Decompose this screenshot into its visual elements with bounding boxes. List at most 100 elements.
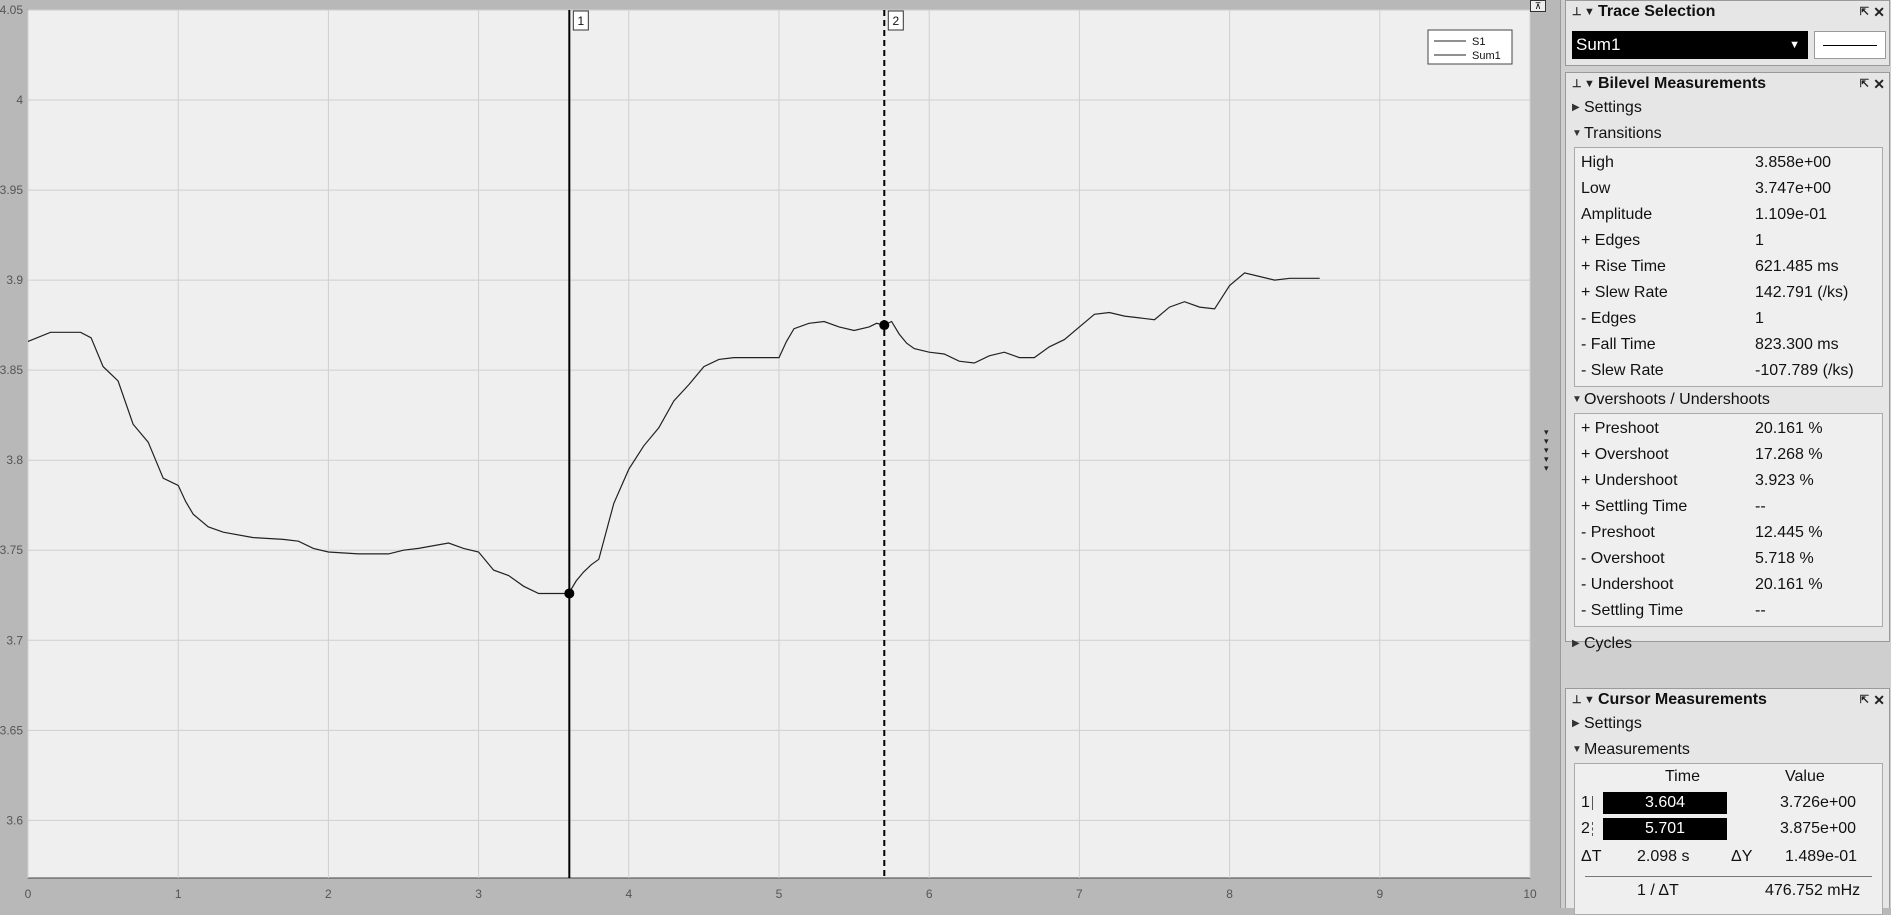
measurement-label: + Rise Time [1581,258,1666,275]
overshoot-row: - Preshoot 12.445 % [1575,520,1882,546]
cursor-1-value: 3.726e+00 [1780,794,1857,811]
overshoot-row: - Settling Time -- [1575,598,1882,624]
pin-icon[interactable]: ⊥ [1572,6,1582,18]
y-tick-label: 3.85 [0,363,23,377]
y-tick-label: 3.95 [0,183,23,197]
collapse-icon: ▼ [1572,394,1582,405]
legend-box[interactable] [1427,29,1513,65]
pin-icon[interactable]: ⊥ [1572,694,1582,706]
measurement-value: 3.923 % [1755,472,1814,489]
section-label: Measurements [1584,741,1690,758]
undock-icon[interactable]: ⇱ [1859,78,1869,90]
line-style-button[interactable] [1814,31,1886,59]
section-settings[interactable]: ▶ Settings [1566,95,1889,121]
cursor-1-id: 1 [1581,794,1590,811]
series-line-sum1 [27,272,1320,595]
y-tick-label: 4.05 [0,3,23,17]
section-label: Transitions [1584,125,1662,142]
trace-select-value: Sum1 [1576,35,1621,54]
measurement-value: 3.747e+00 [1755,180,1832,197]
cursor-measurements-table: Time Value 1 3.604 3.726e+00 2 5.701 3.8… [1574,763,1883,915]
transition-row: - Fall Time 823.300 ms [1575,332,1882,358]
close-icon[interactable]: ✕ [1873,76,1885,92]
x-tick-label: 4 [625,887,632,901]
measurement-label: - Fall Time [1581,336,1656,353]
y-tick-label: 3.65 [0,723,23,737]
measurement-label: + Slew Rate [1581,284,1668,301]
measurement-value: 3.858e+00 [1755,154,1832,171]
x-tick-label: 10 [1523,887,1537,901]
y-tick-label: 3.75 [0,543,23,557]
maximize-icon[interactable]: ⊼ [1530,0,1546,12]
section-label: Settings [1584,99,1642,116]
close-icon[interactable]: ✕ [1873,4,1885,20]
section-label: Settings [1584,715,1642,732]
transitions-table: High 3.858e+00 Low 3.747e+00 Amplitude 1.109e… [1574,147,1883,387]
transition-row: - Edges 1 [1575,306,1882,332]
trace-select-dropdown[interactable]: Sum1 ▼ [1572,31,1808,59]
panel-header: ⊥ ▼ Trace Selection ⇱ ✕ [1566,1,1889,23]
transition-row: Low 3.747e+00 [1575,176,1882,202]
section-cycles[interactable]: ▶ Cycles [1566,631,1889,657]
section-transitions[interactable]: ▼ Transitions [1566,121,1889,147]
pin-icon[interactable]: ⊥ [1572,78,1582,90]
expand-icon: ▶ [1572,638,1580,649]
measurement-label: - Undershoot [1581,576,1674,593]
cursor-2-tag[interactable] [887,10,904,31]
cursor-arrows-icon[interactable]: ▾ ▾ ▾ ▾ ▾ [1544,427,1549,473]
transition-row: Amplitude 1.109e-01 [1575,202,1882,228]
cursor-1-time-input[interactable]: 3.604 [1603,792,1727,814]
collapse-icon: ▼ [1572,128,1582,139]
measurement-label: - Edges [1581,310,1637,327]
panel-header: ⊥ ▼ Cursor Measurements ⇱ ✕ [1566,689,1889,711]
time-scope-plot[interactable]: 0 1 2 3 4 5 6 7 8 9 10 3.6 3.65 3.7 3.75 3.8 3.85 3.9 3.95… [0,0,1560,908]
overshoots-table: + Preshoot 20.161 % + Overshoot 17.268 % + U… [1574,413,1883,627]
collapse-icon[interactable]: ▼ [1584,6,1595,18]
cursor-2-marker[interactable] [879,320,890,331]
delta-y-label: ΔY [1731,848,1753,865]
measurement-label: - Slew Rate [1581,362,1664,379]
x-tick-label: 9 [1376,887,1383,901]
measurement-value: 1 [1755,232,1764,249]
overshoot-row: - Undershoot 20.161 % [1575,572,1882,598]
measurement-value: -- [1755,602,1766,619]
measurements-sidebar: ⊥ ▼ Trace Selection ⇱ ✕ Sum1 ▼ ⊥ ▼ Bilev… [1560,0,1891,915]
x-tick-label: 6 [926,887,933,901]
transition-row: + Edges 1 [1575,228,1882,254]
measurement-value: 823.300 ms [1755,336,1839,353]
delta-t-label: ΔT [1581,848,1602,865]
collapse-icon[interactable]: ▼ [1584,78,1595,90]
cursor-2-id: 2 [1581,820,1590,837]
cursor-1-tag[interactable] [572,10,589,31]
transition-row: - Slew Rate -107.789 (/ks) [1575,358,1882,384]
section-measurements[interactable]: ▼ Measurements [1566,737,1889,763]
undock-icon[interactable]: ⇱ [1859,694,1869,706]
value-header: Value [1785,768,1825,785]
measurement-label: Amplitude [1581,206,1653,223]
bilevel-measurements-panel: ⊥ ▼ Bilevel Measurements ⇱ ✕ ▶ Settings … [1565,72,1890,652]
undock-icon[interactable]: ⇱ [1859,6,1869,18]
delta-t-value: 2.098 s [1637,848,1690,865]
panel-header: ⊥ ▼ Bilevel Measurements ⇱ ✕ [1566,73,1889,95]
panel-title: Cursor Measurements [1598,691,1767,708]
cursor-1-marker[interactable] [564,588,575,599]
measurement-value: 1.109e-01 [1755,206,1828,223]
collapse-icon[interactable]: ▼ [1584,694,1595,706]
plot-area[interactable]: 0 1 2 3 4 5 6 7 8 9 10 3.6 3.65 3.7 3.75 3.8 3.85 3.9 3.95… [0,0,1560,908]
measurement-label: + Edges [1581,232,1641,249]
close-icon[interactable]: ✕ [1873,692,1885,708]
section-overshoots[interactable]: ▼ Overshoots / Undershoots [1566,387,1889,413]
cursor-1-tag-label: 1 [577,14,584,28]
y-tick-label: 3.7 [6,633,23,647]
section-settings[interactable]: ▶ Settings [1566,711,1889,737]
panel-title: Bilevel Measurements [1598,75,1767,92]
cursor-2-tag-label: 2 [892,14,899,28]
divider [1585,876,1872,877]
measurement-value: 17.268 % [1755,446,1823,463]
measurement-value: 1 [1755,310,1764,327]
measurement-value: 12.445 % [1755,524,1823,541]
transition-row: High 3.858e+00 [1575,150,1882,176]
y-tick-label: 3.8 [6,453,23,467]
line-style-sample [1823,45,1877,46]
cursor-2-time-input[interactable]: 5.701 [1603,818,1727,840]
